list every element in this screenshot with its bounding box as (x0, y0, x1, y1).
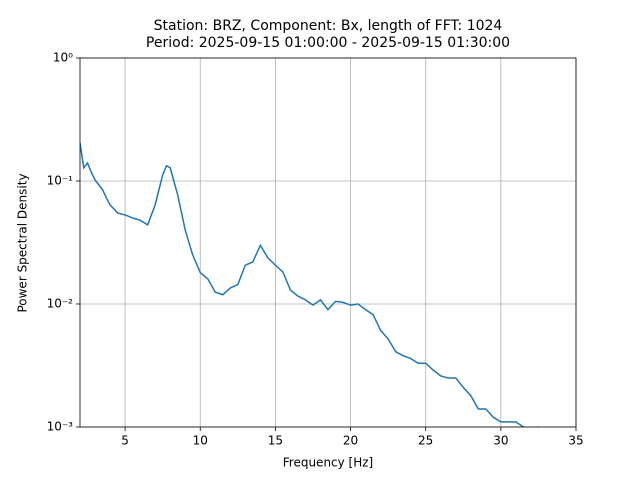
chart-subtitle: Period: 2025-09-15 01:00:00 - 2025-09-15… (146, 35, 510, 51)
x-tick-label: 15 (268, 434, 283, 448)
chart-title: Station: BRZ, Component: Bx, length of F… (154, 18, 503, 34)
x-tick-label: 5 (121, 434, 129, 448)
y-axis-label: Power Spectral Density (16, 173, 30, 312)
y-tick-label: 10⁻¹ (47, 174, 74, 188)
y-tick-label: 10⁻² (47, 297, 74, 311)
x-tick-label: 20 (343, 434, 358, 448)
y-tick-label: 10⁰ (53, 51, 73, 65)
x-tick-label: 35 (568, 434, 583, 448)
x-tick-label: 30 (493, 434, 508, 448)
x-tick-label: 10 (193, 434, 208, 448)
y-tick-label: 10⁻³ (47, 420, 74, 434)
data-line (80, 142, 540, 427)
x-tick-label: 25 (418, 434, 433, 448)
x-axis-label: Frequency [Hz] (283, 456, 374, 470)
plot-frame (79, 57, 577, 428)
